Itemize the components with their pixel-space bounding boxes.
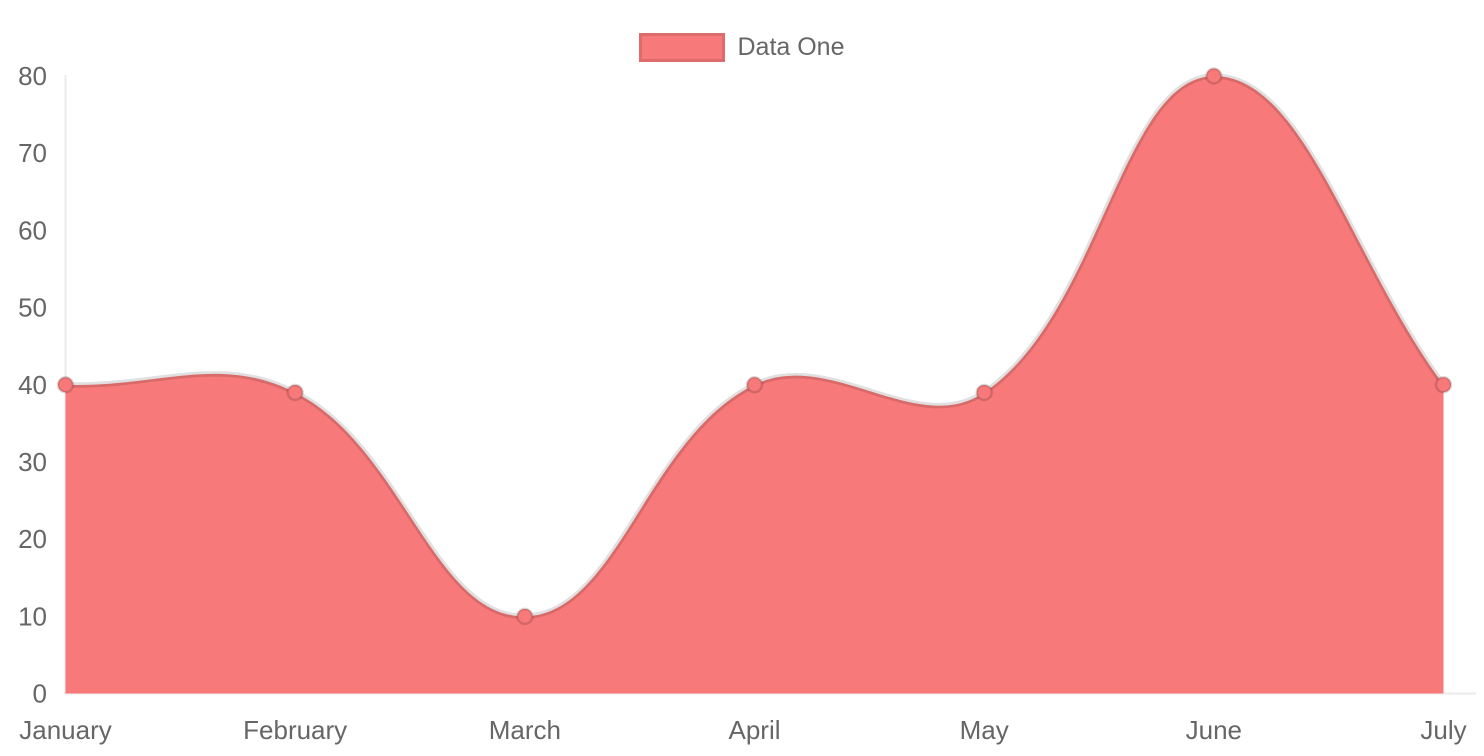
y-axis-tick-label: 10 [18,601,47,631]
y-axis-tick-label: 40 [18,370,47,400]
x-axis-tick-label: July [1420,715,1466,745]
data-point[interactable] [516,607,534,626]
data-point[interactable] [975,383,993,402]
x-axis-tick-label: April [728,715,780,745]
legend-label: Data One [737,33,845,61]
y-axis-tick-label: 50 [18,293,47,323]
data-point[interactable] [745,376,764,394]
data-point[interactable] [1205,67,1223,85]
y-axis-tick-label: 0 [33,679,47,709]
chart-legend[interactable]: Data One [0,33,1484,62]
y-axis-tick-label: 60 [18,215,47,245]
y-axis-tick-label: 70 [18,138,47,168]
x-axis-tick-label: March [489,715,561,745]
y-axis-tick-label: 20 [18,524,47,554]
data-point[interactable] [56,376,75,394]
x-axis-tick-label: February [243,715,347,745]
data-point[interactable] [286,383,304,402]
y-axis-tick-label: 80 [18,61,47,91]
x-axis-tick-label: January [19,715,112,745]
data-point[interactable] [1434,376,1453,394]
x-axis-tick-label: June [1186,715,1242,745]
y-axis-tick-label: 30 [18,447,47,477]
x-axis-tick-label: May [960,715,1009,745]
legend-swatch [639,33,726,62]
